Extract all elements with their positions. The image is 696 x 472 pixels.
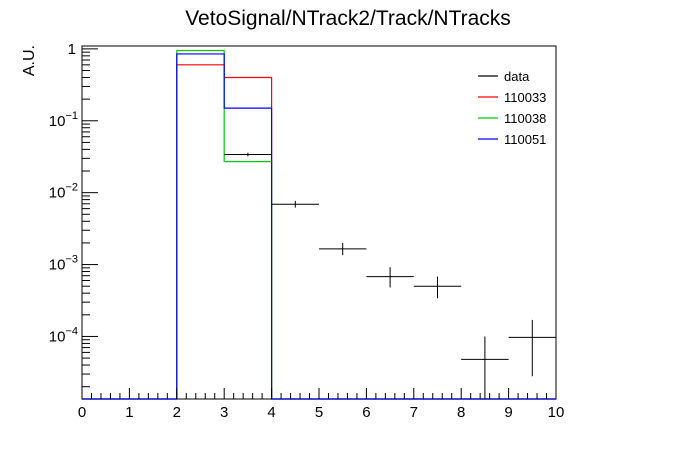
legend: data 110033 110038 110051 (478, 69, 546, 147)
legend-entry: 110051 (478, 132, 546, 147)
data-point (413, 276, 462, 299)
legend-label: 110051 (504, 132, 546, 147)
legend-label: 110033 (504, 90, 546, 105)
y-tick-label: 10−1 (49, 110, 78, 130)
legend-entry: 110033 (478, 90, 546, 105)
x-tick-label: 6 (362, 404, 370, 421)
data-points-group (224, 152, 556, 399)
x-tick-label: 8 (457, 404, 465, 421)
data-point (508, 319, 556, 377)
data-point (319, 242, 367, 256)
y-tick-label: 1 (68, 41, 76, 58)
data-point (461, 336, 509, 399)
data-point (366, 267, 414, 288)
x-tick-label: 4 (267, 404, 275, 421)
data-point (224, 152, 272, 157)
x-tick-label: 5 (315, 404, 323, 421)
chart-title: VetoSignal/NTrack2/Track/NTracks (185, 7, 511, 30)
x-tick-label: 2 (173, 404, 181, 421)
legend-label: 110038 (504, 111, 546, 126)
x-tick-label: 1 (125, 404, 133, 421)
legend-label: data (504, 69, 530, 84)
y-tick-label: 10−3 (49, 254, 78, 274)
x-tick-label: 3 (220, 404, 228, 421)
x-tick-label: 9 (504, 404, 512, 421)
x-tick-label: 10 (548, 404, 565, 421)
histogram-series-group (82, 49, 556, 400)
y-axis-label: A.U. (21, 45, 38, 76)
legend-entry: 110038 (478, 111, 546, 126)
x-tick-label: 0 (78, 404, 86, 421)
legend-entry: data (478, 69, 530, 84)
y-tick-label: 10−4 (49, 325, 78, 345)
hist-110051 (82, 53, 556, 400)
y-tick-label: 10−2 (49, 182, 78, 202)
data-point (271, 200, 319, 208)
x-tick-label: 7 (410, 404, 418, 421)
x-axis: 0 1 2 3 4 5 6 7 8 9 10 (78, 388, 565, 421)
y-axis: 1 10−1 10−2 10−3 10−4 (49, 41, 98, 388)
